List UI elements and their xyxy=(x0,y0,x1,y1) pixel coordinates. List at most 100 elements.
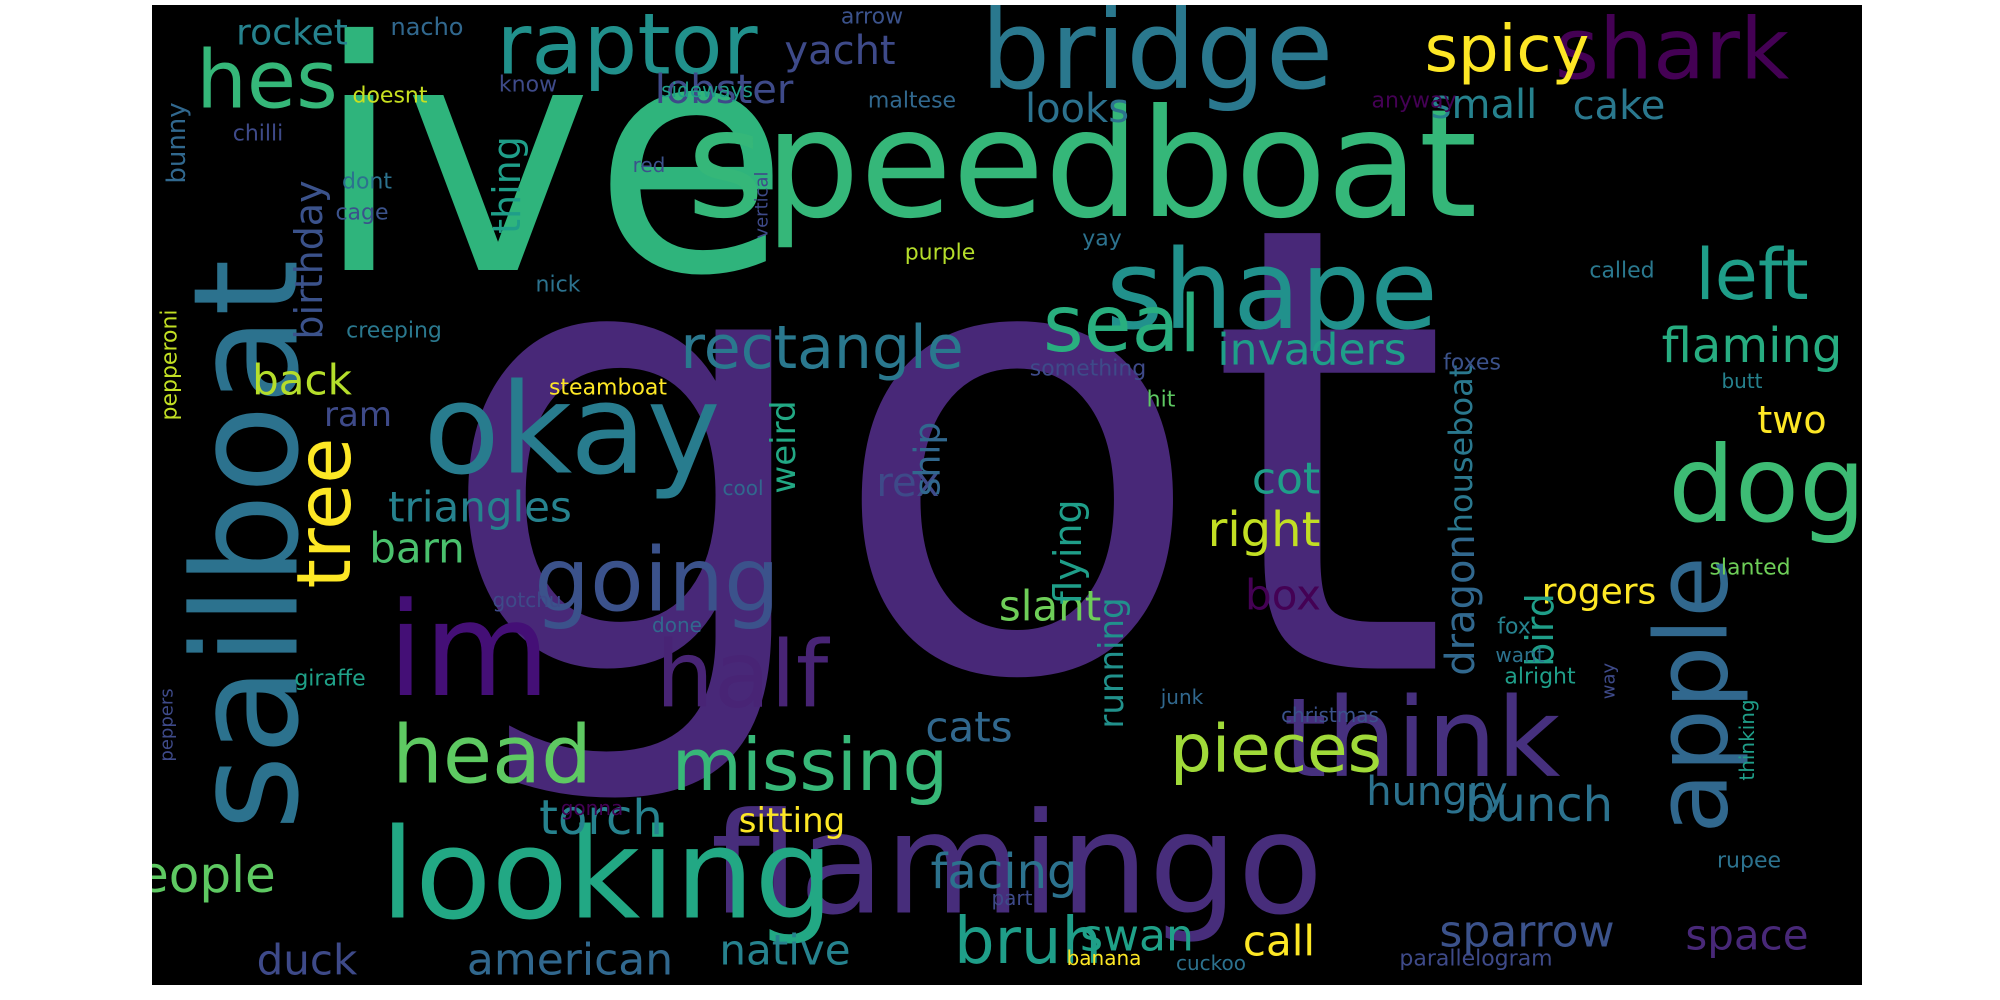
word-rectangle: rectangle xyxy=(680,313,963,383)
word-want: want xyxy=(1495,643,1544,667)
word-yacht: yacht xyxy=(784,28,895,74)
word-swan: swan xyxy=(1080,911,1194,962)
word-right: right xyxy=(1208,502,1321,558)
word-bunch: bunch xyxy=(1465,777,1613,833)
word-cot: cot xyxy=(1252,454,1320,505)
word-weird: weird xyxy=(764,400,804,493)
word-something: something xyxy=(1030,357,1146,382)
word-flaming: flaming xyxy=(1662,318,1843,374)
word-left: left xyxy=(1695,234,1808,316)
word-part: part xyxy=(991,886,1032,910)
word-call: call xyxy=(1243,917,1315,966)
word-running: running xyxy=(1092,597,1132,728)
word-slant: slant xyxy=(999,582,1101,631)
word-rogers: rogers xyxy=(1542,572,1657,613)
word-called: called xyxy=(1589,259,1654,284)
word-houseboat: houseboat xyxy=(1442,365,1480,534)
word-red: red xyxy=(633,153,666,177)
word-small: small xyxy=(1431,82,1538,128)
word-fox: fox xyxy=(1497,615,1531,640)
word-done: done xyxy=(652,613,702,637)
word-thing: thing xyxy=(485,136,529,234)
word-two: two xyxy=(1757,398,1826,442)
word-facing: facing xyxy=(931,844,1078,900)
word-ship: ship xyxy=(908,422,949,496)
word-nick: nick xyxy=(536,273,581,298)
word-box: box xyxy=(1245,571,1321,620)
word-bridge: bridge xyxy=(981,5,1334,114)
word-space: space xyxy=(1685,911,1808,960)
word-raptor: raptor xyxy=(496,5,757,95)
word-rex: rex xyxy=(876,460,939,506)
word-purple: purple xyxy=(905,241,976,266)
word-know: know xyxy=(499,73,557,98)
word-yay: yay xyxy=(1082,227,1122,252)
word-american: american xyxy=(467,935,673,986)
word-half: half xyxy=(656,622,831,729)
word-creeping: creeping xyxy=(346,319,442,344)
word-shark: shark xyxy=(1555,5,1789,100)
word-barn: barn xyxy=(369,524,465,573)
word-bruh: bruh xyxy=(954,905,1102,979)
word-banana: banana xyxy=(1067,946,1142,970)
word-apple: apple xyxy=(1634,556,1751,834)
word-going: going xyxy=(534,529,780,632)
word-birthday: birthday xyxy=(287,180,331,339)
word-rupee: rupee xyxy=(1717,849,1781,874)
word-missing: missing xyxy=(672,723,949,807)
word-okay: okay xyxy=(423,358,720,503)
word-doesnt: doesnt xyxy=(353,84,428,109)
word-invaders: invaders xyxy=(1217,325,1406,376)
word-dog: dog xyxy=(1668,424,1862,546)
word-sideways: sideways xyxy=(661,78,753,102)
word-gotchu: gotchu xyxy=(492,588,561,612)
word-sailboat: sailboat xyxy=(163,259,332,830)
word-dragon: dragon xyxy=(1438,534,1484,676)
word-sparrow: sparrow xyxy=(1439,907,1614,958)
word-got: got xyxy=(434,95,1450,816)
word-flamingo: flamingo xyxy=(711,784,1324,947)
word-chilli: chilli xyxy=(233,122,284,147)
word-pepperoni: pepperoni xyxy=(158,309,183,420)
word-arrow: arrow xyxy=(841,5,903,30)
word-peppers: peppers xyxy=(157,688,178,761)
word-sitting: sitting xyxy=(739,801,845,841)
word-ive: ive xyxy=(314,5,789,346)
word-looking: looking xyxy=(380,803,833,948)
word-bunny: bunny xyxy=(162,102,192,183)
word-butt: butt xyxy=(1721,369,1762,393)
word-hungry: hungry xyxy=(1366,769,1508,815)
word-vertical: vertical xyxy=(752,171,773,238)
word-dont: dont xyxy=(342,170,392,195)
word-alright: alright xyxy=(1504,665,1576,690)
word-giraffe: giraffe xyxy=(294,667,365,692)
word-cloud: got ive speedboat flamingo sailboat looking ok… xyxy=(152,5,1862,985)
word-hit: hit xyxy=(1147,388,1176,413)
word-cats: cats xyxy=(925,703,1012,752)
word-bird: bird xyxy=(1518,593,1562,667)
word-head: head xyxy=(392,709,592,802)
word-nacho: nacho xyxy=(390,13,463,41)
word-speedboat: speedboat xyxy=(687,78,1478,252)
word-parallelogram: parallelogram xyxy=(1399,947,1552,972)
word-tree: tree xyxy=(280,438,368,589)
word-cake: cake xyxy=(1573,83,1666,129)
word-slanted: slanted xyxy=(1709,556,1790,581)
word-im: im xyxy=(388,574,551,726)
word-cool: cool xyxy=(722,476,763,500)
word-junk: junk xyxy=(1160,685,1204,709)
word-back: back xyxy=(252,356,352,405)
word-looks: looks xyxy=(1025,86,1129,132)
word-spicy: spicy xyxy=(1425,13,1590,87)
word-flying: flying xyxy=(1046,499,1090,604)
word-steamboat: steamboat xyxy=(549,376,667,401)
word-pieces: pieces xyxy=(1170,711,1382,788)
word-gonna: gonna xyxy=(561,796,624,820)
word-lobster: lobster xyxy=(655,67,794,113)
word-christmas: christmas xyxy=(1281,703,1379,727)
word-rocket: rocket xyxy=(236,13,348,54)
word-native: native xyxy=(719,926,850,975)
word-seal: seal xyxy=(1043,280,1201,370)
word-torch: torch xyxy=(539,790,663,846)
